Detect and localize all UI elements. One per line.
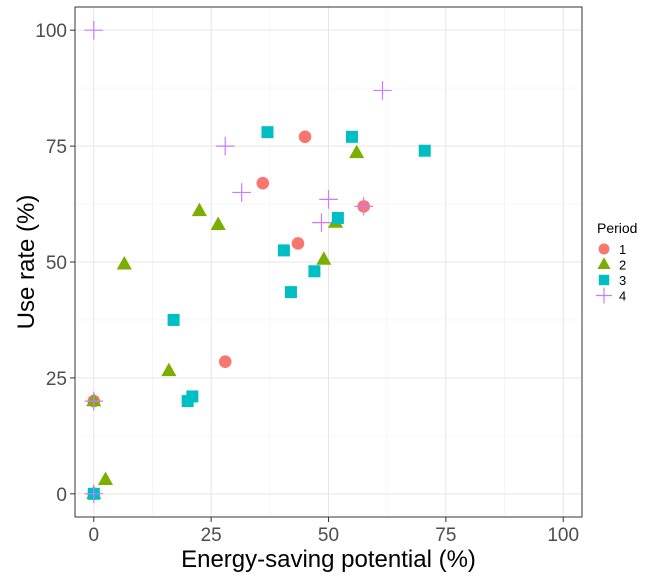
legend-item-period-4: 4 xyxy=(595,287,626,304)
period-3-point xyxy=(284,286,297,299)
period-3-point xyxy=(277,244,290,257)
y-tick-label: 75 xyxy=(46,137,67,158)
y-tick-label: 0 xyxy=(56,485,67,506)
x-tick-label: 100 xyxy=(547,525,579,546)
data-points xyxy=(84,20,431,504)
period-2-point xyxy=(97,471,114,486)
period-3-point xyxy=(418,144,431,157)
y-tick-label: 25 xyxy=(46,369,67,390)
period-1-point xyxy=(291,237,305,250)
x-axis-title: Energy-saving potential (%) xyxy=(181,546,476,573)
y-axis-title: Use rate (%) xyxy=(13,195,40,330)
legend-item-period-3: 3 xyxy=(598,273,626,288)
legend-label: 4 xyxy=(619,289,626,304)
period-4-point xyxy=(84,391,104,411)
period-1-point xyxy=(256,176,270,190)
x-tick-label: 50 xyxy=(318,525,339,546)
x-tick-label: 0 xyxy=(88,525,99,546)
period-3-point xyxy=(308,265,321,278)
period-3-point xyxy=(331,211,344,224)
period-3-point xyxy=(345,130,358,143)
y-tick-label: 50 xyxy=(46,253,67,274)
period-1-point xyxy=(218,355,232,368)
period-2-point xyxy=(210,216,226,231)
x-tick-label: 75 xyxy=(435,525,456,546)
period-4-point xyxy=(312,213,331,232)
period-3-point xyxy=(186,390,199,403)
legend-title: Period xyxy=(597,220,637,236)
period-4-point xyxy=(373,81,392,100)
legend-item-period-2: 2 xyxy=(597,257,626,273)
period-2-point xyxy=(191,202,207,217)
legend-key-period-4 xyxy=(595,287,613,304)
legend-key-period-2 xyxy=(597,257,611,269)
grid xyxy=(75,7,582,517)
legend-label: 3 xyxy=(619,273,626,288)
period-4-point xyxy=(232,183,251,202)
period-3-point xyxy=(167,313,180,326)
period-1-point xyxy=(298,130,312,144)
period-4-point xyxy=(215,136,235,156)
legend-label: 2 xyxy=(619,258,626,273)
period-3-point xyxy=(261,126,274,139)
period-2-point xyxy=(161,362,177,377)
legend-label: 1 xyxy=(619,242,626,257)
period-4-point xyxy=(319,190,338,209)
axis-ticks: 0 25 50 75 100 0 25 50 75 100 xyxy=(35,21,579,546)
legend-key-period-3 xyxy=(598,274,610,286)
period-4-point xyxy=(354,197,374,216)
period-2-point xyxy=(116,255,132,270)
period-2-point xyxy=(316,251,332,265)
legend-item-period-1: 1 xyxy=(598,242,626,257)
legend-key-period-1 xyxy=(598,243,610,255)
period-2-point xyxy=(349,144,365,159)
period-4-point xyxy=(84,20,104,40)
period-4-point xyxy=(84,484,104,504)
x-tick-label: 25 xyxy=(201,525,222,546)
y-tick-label: 100 xyxy=(35,21,67,42)
